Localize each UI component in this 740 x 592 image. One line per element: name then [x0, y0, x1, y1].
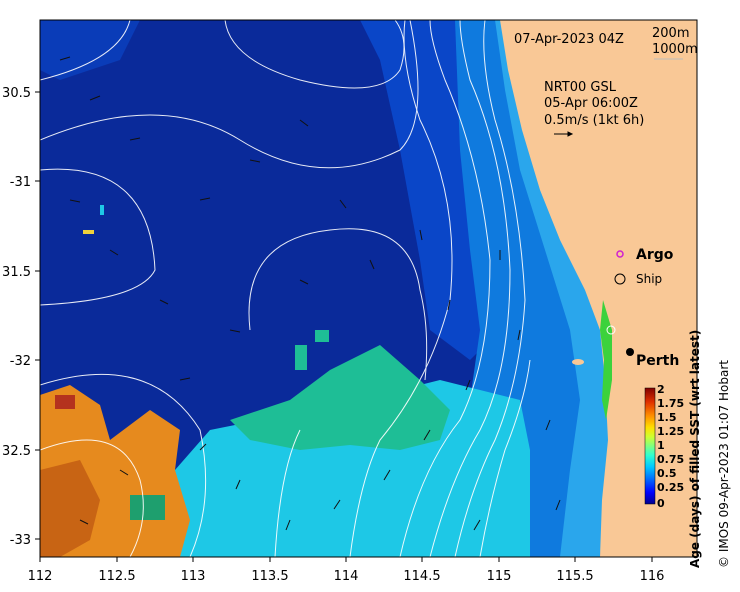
y-tick-33: -33 [10, 533, 31, 548]
colorbar-title: Age (days) of filled SST (wrt latest) [688, 330, 702, 568]
colorbar: 2 1.75 1.5 1.25 1 0.75 0.5 0.25 0 [644, 383, 684, 510]
x-tick-114: 114 [334, 569, 359, 584]
mid-ocean-patch [40, 20, 140, 80]
contour-200-label: 200m [652, 26, 689, 41]
current-vectors [59, 56, 561, 531]
coastal-strip [600, 300, 612, 420]
cbar-tick-0-5: 0.5 [657, 467, 677, 480]
x-tick-112: 112 [28, 569, 53, 584]
old-water-patch [55, 395, 75, 409]
cbar-tick-0: 0 [657, 497, 665, 510]
cbar-tick-1-75: 1.75 [657, 397, 684, 410]
y-tick-31: -31 [10, 175, 31, 190]
contour-1000-label: 1000m [652, 42, 698, 57]
colorbar-gradient [644, 387, 656, 505]
ship-position-icon [606, 325, 616, 335]
plot-frame [39, 19, 698, 558]
cbar-tick-1-25: 1.25 [657, 425, 684, 438]
green-water-region [230, 345, 450, 450]
ship-marker-icon [614, 273, 626, 285]
argo-label: Argo [636, 247, 674, 263]
cbar-tick-2: 2 [657, 383, 665, 396]
rottnest-island [572, 359, 584, 365]
old-water-dark [40, 460, 100, 557]
yellow-speck [83, 230, 94, 234]
green-patch-west [130, 495, 165, 520]
inner-shelf-region [495, 20, 612, 557]
ship-label: Ship [636, 272, 662, 286]
x-tick-115-5: 115.5 [556, 569, 593, 584]
cbar-tick-1-5: 1.5 [657, 411, 677, 424]
date-label: 07-Apr-2023 04Z [514, 32, 624, 47]
x-tick-112-5: 112.5 [98, 569, 135, 584]
x-tick-113: 113 [181, 569, 206, 584]
y-axis: 30.5 -31 31.5 -32 32.5 -33 [2, 86, 40, 548]
credit-label: © IMOS 09-Apr-2023 01:07 Hobart [717, 360, 731, 568]
sst-age-field [40, 20, 697, 557]
y-tick-30-5: 30.5 [2, 86, 31, 101]
currents-scale: 0.5m/s (1kt 6h) [544, 113, 644, 128]
argo-marker-icon [616, 250, 624, 258]
x-tick-114-5: 114.5 [403, 569, 440, 584]
scale-arrow-icon [554, 131, 574, 137]
cbar-tick-0-25: 0.25 [657, 481, 684, 494]
perth-marker-icon [626, 348, 634, 356]
currents-time: 05-Apr 06:00Z [544, 96, 638, 111]
perth-label: Perth [636, 353, 679, 369]
y-tick-32: -32 [10, 354, 31, 369]
x-tick-113-5: 113.5 [251, 569, 288, 584]
green-water-patch-2 [315, 330, 329, 342]
cyan-speck [100, 205, 104, 215]
cbar-tick-1: 1 [657, 439, 665, 452]
x-tick-116: 116 [640, 569, 665, 584]
green-water-patch [295, 345, 307, 370]
x-axis: 112 112.5 113 113.5 114 114.5 115 115.5 … [28, 557, 665, 584]
y-tick-31-5: 31.5 [2, 265, 31, 280]
x-tick-115: 115 [487, 569, 512, 584]
cbar-tick-0-75: 0.75 [657, 453, 684, 466]
currents-title: NRT00 GSL [544, 80, 617, 95]
y-tick-32-5: 32.5 [2, 444, 31, 459]
